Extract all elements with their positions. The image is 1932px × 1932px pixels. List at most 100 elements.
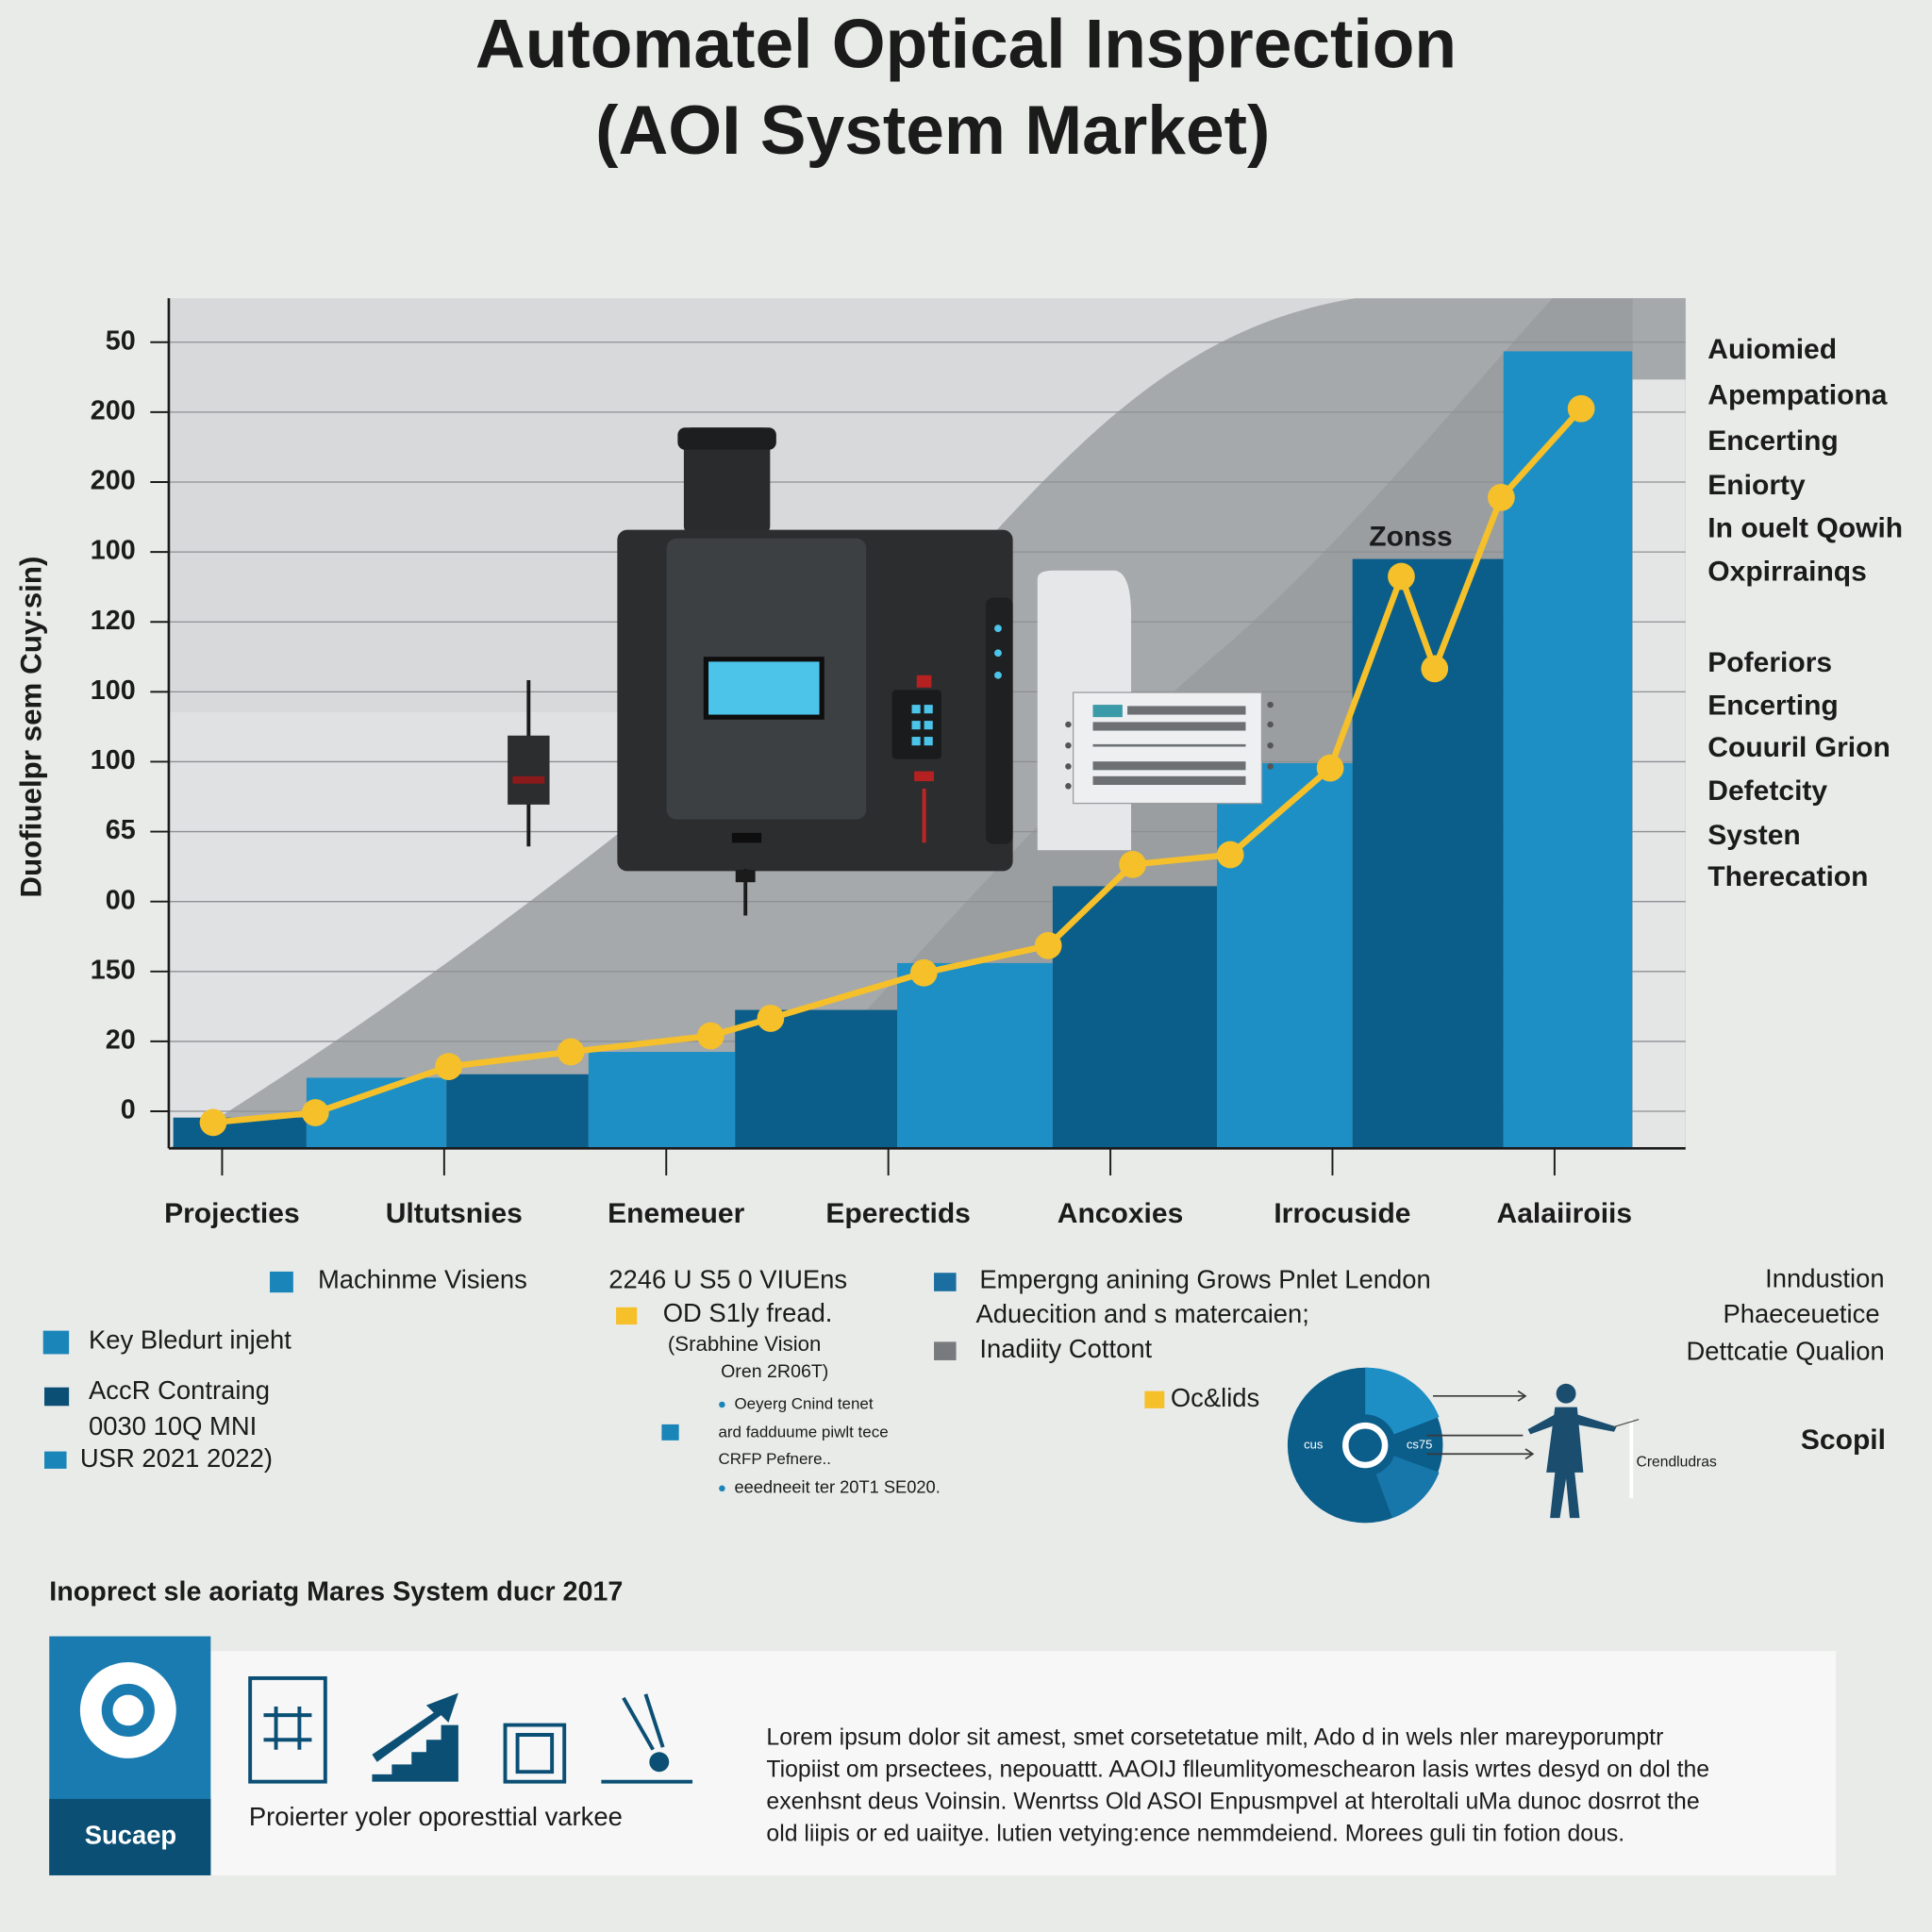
y-tick-label: 120 bbox=[91, 606, 136, 636]
bullet bbox=[719, 1485, 725, 1492]
point bbox=[199, 1108, 227, 1137]
paragraph-line: Lorem ipsum dolor sit amest, smet corset… bbox=[766, 1724, 1663, 1750]
side-text: Poferiors bbox=[1707, 647, 1832, 678]
bar bbox=[897, 962, 1053, 1149]
right-text: Phaeceuetice bbox=[1724, 1299, 1880, 1328]
legend-text: Aduecition and s matercaien; bbox=[975, 1299, 1308, 1328]
bullet-text: Oeyerg Cnind tenet bbox=[734, 1394, 873, 1412]
legend-swatch bbox=[44, 1387, 70, 1407]
right-text: Inndustion bbox=[1765, 1263, 1884, 1292]
icons bbox=[372, 1692, 670, 1782]
y-tick-label: 150 bbox=[91, 955, 136, 985]
side-text: Therecation bbox=[1707, 861, 1868, 892]
person-icon bbox=[1527, 1383, 1617, 1519]
x-tick-label: Aalaiiroiis bbox=[1497, 1198, 1633, 1229]
donut-label: cs75 bbox=[1407, 1438, 1433, 1452]
bar bbox=[1217, 762, 1353, 1149]
legend-text: Inadiity Cottont bbox=[979, 1334, 1152, 1363]
badge-footer bbox=[49, 1798, 211, 1875]
title: Automatel Optical Insprection bbox=[475, 7, 1457, 83]
pointer bbox=[1613, 1419, 1640, 1428]
side-text: Apempationa bbox=[1707, 380, 1888, 411]
badge-label: Sucaep bbox=[85, 1821, 176, 1850]
legend-text: 2246 U S5 0 VIUEns bbox=[608, 1265, 847, 1294]
paragraph-line: old liipis or ed uaiitye. lutien vetying… bbox=[766, 1821, 1624, 1846]
point bbox=[909, 958, 938, 987]
side-text: Defetcity bbox=[1707, 775, 1827, 807]
side-text: In ouelt Qowih bbox=[1707, 513, 1903, 544]
bullet-text: ard fadduume piwlt tece bbox=[718, 1424, 888, 1441]
point bbox=[1421, 655, 1449, 683]
point bbox=[1488, 483, 1515, 511]
x-tick-label: Ultutsnies bbox=[386, 1198, 523, 1229]
x-tick-label: Enemeuer bbox=[608, 1198, 745, 1229]
point bbox=[435, 1053, 462, 1080]
scope-text: Scopil bbox=[1801, 1424, 1886, 1456]
point bbox=[757, 1005, 785, 1032]
y-tick-label: 50 bbox=[106, 325, 136, 356]
donut-illustration bbox=[1287, 1367, 1443, 1524]
legend-text: Oc&lids bbox=[1171, 1383, 1259, 1412]
legend-swatch bbox=[934, 1273, 957, 1291]
chart: 0 20 150 00 65 100 100 120 100 200 200 50 Projecties… bbox=[91, 298, 1686, 1229]
icons bbox=[248, 1675, 693, 1784]
paragraph-line: exenhsnt deus Voinsin. Wenrtss Old ASOI … bbox=[766, 1789, 1699, 1814]
point bbox=[1216, 841, 1244, 869]
badge-icon bbox=[101, 1683, 155, 1737]
legend-swatch bbox=[44, 1451, 67, 1469]
legend-text: Empergng anining Grows Pnlet Lendon bbox=[979, 1265, 1430, 1294]
legend-swatch bbox=[1144, 1391, 1165, 1408]
bullet-text: eeedneeit ter 20T1 SE020. bbox=[734, 1477, 940, 1497]
legend-text: Key Bledurt injeht bbox=[89, 1325, 291, 1355]
y-tick-label: 200 bbox=[91, 395, 136, 425]
y-tick-label: 200 bbox=[91, 466, 136, 496]
arrows bbox=[1426, 1390, 1535, 1460]
bar bbox=[446, 1074, 589, 1149]
y-tick-label: 100 bbox=[91, 745, 136, 775]
x-tick-label: Projecties bbox=[164, 1198, 300, 1229]
x-tick-label: Ancoxies bbox=[1058, 1198, 1184, 1229]
device-illustration bbox=[508, 427, 1274, 916]
y-tick-label: 20 bbox=[106, 1025, 136, 1056]
side-text: Encerting bbox=[1707, 425, 1839, 457]
bullet-text: CRFP Pefnere.. bbox=[718, 1450, 830, 1468]
legend-swatch bbox=[270, 1271, 293, 1293]
section-heading: Inoprect sle aoriatg Mares System ducr 2… bbox=[49, 1576, 623, 1607]
title: (AOI System Market) bbox=[595, 92, 1270, 169]
point bbox=[301, 1099, 329, 1126]
legend-text: OD S1ly fread. bbox=[663, 1298, 833, 1327]
point bbox=[1316, 754, 1344, 782]
caption: Proierter yoler oporesttial varkee bbox=[249, 1802, 623, 1831]
side-text: Eniorty bbox=[1707, 470, 1806, 501]
y-tick-label: 100 bbox=[91, 536, 136, 566]
legend-swatch bbox=[661, 1424, 679, 1441]
bar bbox=[1503, 351, 1633, 1149]
figure-label: Crendludras bbox=[1637, 1455, 1717, 1471]
point bbox=[1119, 851, 1146, 878]
legend-text: AccR Contraing bbox=[89, 1375, 270, 1405]
side-text: Oxpirrainqs bbox=[1707, 556, 1867, 587]
legend-swatch bbox=[42, 1330, 70, 1355]
x-tick-label: Irrocuside bbox=[1274, 1198, 1410, 1229]
side-text: Auiomied bbox=[1707, 334, 1837, 365]
x-tick-label: Eperectids bbox=[825, 1198, 971, 1229]
point bbox=[696, 1022, 724, 1050]
y-tick-label: 00 bbox=[106, 885, 136, 915]
legend-text: Machinme Visiens bbox=[318, 1265, 527, 1294]
bar bbox=[588, 1052, 736, 1149]
legend-swatch bbox=[616, 1307, 638, 1325]
legend-note: Oren 2R06T) bbox=[721, 1361, 828, 1382]
y-tick-label: 100 bbox=[91, 675, 136, 706]
badge-icon bbox=[79, 1661, 176, 1758]
bar bbox=[1052, 886, 1218, 1149]
bar bbox=[735, 1009, 898, 1149]
side-text: Systen bbox=[1707, 820, 1800, 851]
side-text: Encerting bbox=[1707, 691, 1839, 722]
point bbox=[557, 1038, 585, 1066]
point bbox=[1388, 562, 1415, 591]
y-axis-label: Duofiuelpr sem Cuy:sin) bbox=[15, 557, 48, 898]
panel bbox=[49, 1651, 1837, 1875]
point bbox=[1567, 394, 1595, 423]
bullet bbox=[719, 1401, 725, 1408]
legend-text: USR 2021 2022) bbox=[80, 1443, 273, 1473]
